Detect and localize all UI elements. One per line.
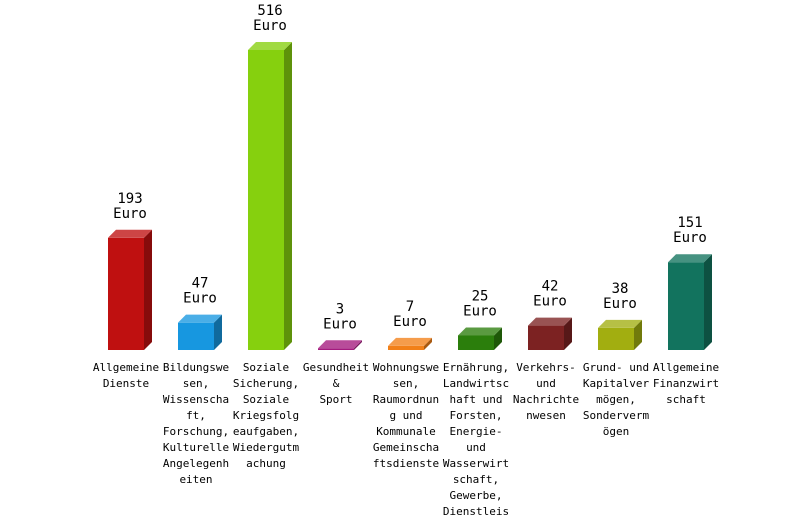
bar-side-5 <box>494 327 502 350</box>
bar-top-4 <box>388 337 432 346</box>
bar-front-4 <box>388 345 424 350</box>
value-unit-4: Euro <box>393 314 427 330</box>
bar-top-2 <box>248 42 292 50</box>
bar-front-2 <box>248 50 284 350</box>
value-label-0: 193 <box>117 191 142 207</box>
value-label-8: 151 <box>677 215 702 231</box>
bar-top-6 <box>528 317 572 326</box>
value-unit-6: Euro <box>533 294 567 310</box>
value-label-3: 3 <box>336 301 344 317</box>
value-label-1: 47 <box>192 276 209 292</box>
value-unit-5: Euro <box>463 303 497 319</box>
bar-top-5 <box>458 327 502 336</box>
value-label-7: 38 <box>612 281 629 297</box>
bar-front-1 <box>178 322 214 350</box>
category-label-3: Gesundheit & Sport <box>303 361 369 406</box>
bar-front-0 <box>108 237 144 350</box>
category-label-2: Soziale Sicherung, Soziale Kriegsfolg eaufga… <box>233 361 300 470</box>
category-label-5: Ernährung, Landwirtsc haft und Forsten, Ener… <box>443 361 509 518</box>
category-label-7: Grund- und Kapitalver mögen, Sonderverm ögen <box>583 361 650 438</box>
value-label-4: 7 <box>406 299 414 315</box>
bar-top-3 <box>318 340 362 349</box>
value-unit-2: Euro <box>253 18 287 34</box>
value-unit-7: Euro <box>603 296 637 312</box>
value-unit-3: Euro <box>323 316 357 332</box>
bar-front-7 <box>598 327 634 350</box>
bar-top-8 <box>668 254 712 263</box>
bar-front-8 <box>668 262 704 350</box>
category-label-6: Verkehrs-und Nachrichte nwesen <box>513 361 579 422</box>
value-unit-8: Euro <box>673 230 707 246</box>
bar-side-0 <box>144 229 152 350</box>
category-label-0: Allgemeine Dienste <box>93 361 159 390</box>
bar-top-0 <box>108 229 152 238</box>
value-unit-0: Euro <box>113 206 147 222</box>
bar-top-1 <box>178 314 222 323</box>
value-label-5: 25 <box>472 288 489 304</box>
bar-front-6 <box>528 325 564 350</box>
category-label-8: Allgemeine Finanzwirt schaft <box>653 361 719 406</box>
bar-side-4 <box>424 337 432 350</box>
value-unit-1: Euro <box>183 291 217 307</box>
value-label-6: 42 <box>542 279 559 295</box>
bar-top-7 <box>598 319 642 328</box>
bar-front-3 <box>318 348 354 350</box>
bar-side-3 <box>354 340 362 350</box>
category-label-4: Wohnungswe sen, Raumordnun g und Kommunale Ge… <box>373 361 439 470</box>
category-label-1: Bildungswe sen, Wissenscha ft, Forschung, Kul… <box>163 361 229 486</box>
value-label-2: 516 <box>257 3 282 19</box>
bar-side-6 <box>564 317 572 350</box>
bar-side-7 <box>634 319 642 350</box>
bar-side-1 <box>214 314 222 350</box>
bar-side-8 <box>704 254 712 350</box>
bar-front-5 <box>458 335 494 350</box>
bar-side-2 <box>284 42 292 350</box>
